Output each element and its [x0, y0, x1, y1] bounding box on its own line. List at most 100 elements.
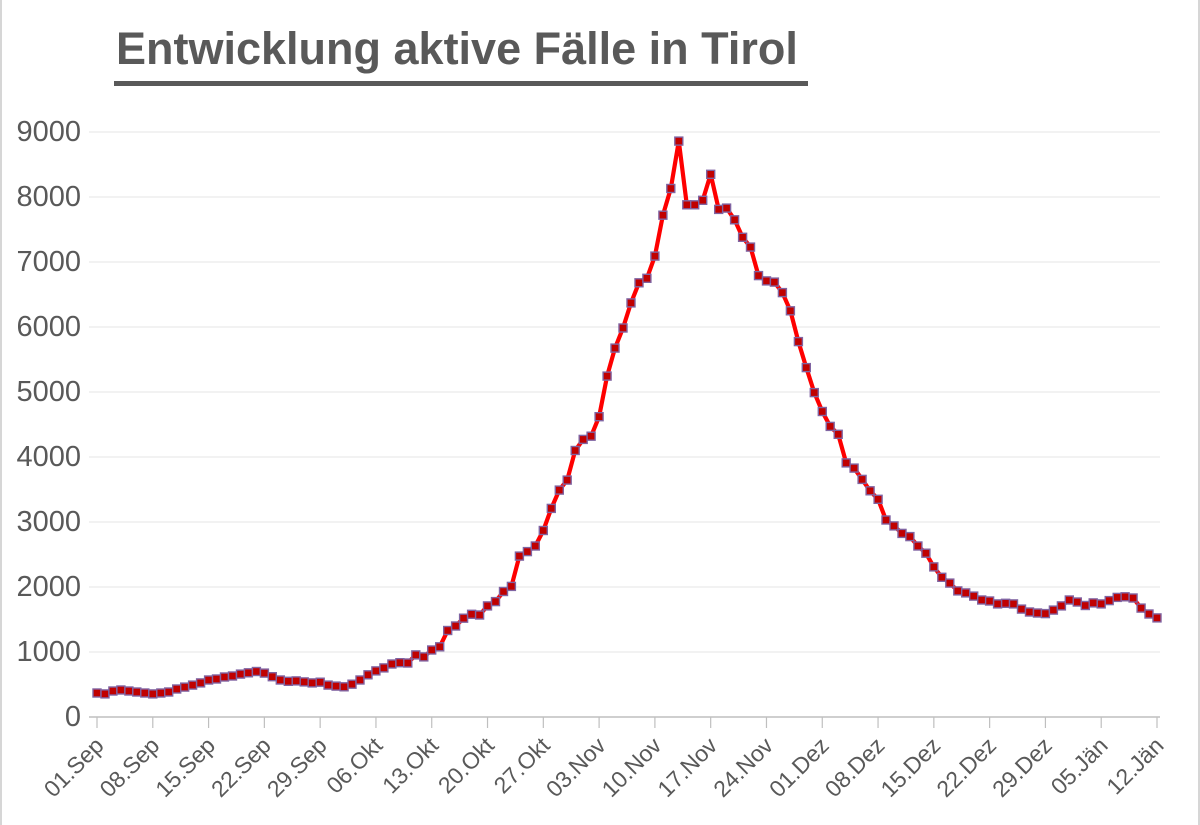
- data-point-marker: [1040, 608, 1051, 619]
- y-axis-label: 7000: [16, 246, 81, 278]
- data-point-marker: [124, 686, 134, 696]
- data-point-marker: [323, 680, 333, 690]
- data-point-marker: [1048, 605, 1059, 615]
- data-point-marker: [347, 679, 357, 689]
- data-point-marker: [554, 485, 564, 495]
- chart-title: Entwicklung aktive Fälle in Tirol: [114, 24, 808, 86]
- data-point-marker: [745, 242, 756, 252]
- data-point-marker: [291, 676, 301, 686]
- data-point-marker: [897, 528, 907, 539]
- data-point-marker: [379, 663, 389, 673]
- data-point-marker: [235, 669, 246, 679]
- data-point-marker: [339, 682, 349, 692]
- data-point-marker: [706, 169, 716, 180]
- data-point-marker: [482, 601, 493, 611]
- data-point-marker: [395, 658, 405, 668]
- data-point-marker: [506, 581, 517, 592]
- data-point-marker: [530, 541, 540, 551]
- data-point-marker: [793, 336, 804, 347]
- x-axis-label: 12.Jän: [1101, 732, 1168, 799]
- data-point-marker: [1072, 597, 1083, 607]
- data-point-marker: [275, 675, 285, 685]
- data-point-marker: [1080, 600, 1091, 611]
- y-axis-label: 0: [65, 701, 81, 733]
- data-point-marker: [634, 278, 644, 288]
- y-axis-label: 8000: [16, 181, 81, 213]
- data-point-marker: [132, 687, 142, 697]
- x-axis-label: 06.Okt: [321, 732, 388, 799]
- data-point-marker: [690, 200, 700, 210]
- y-axis-label: 1000: [16, 636, 81, 668]
- y-axis-label: 2000: [16, 571, 81, 603]
- data-point-marker: [1144, 609, 1154, 619]
- data-point-marker: [1056, 601, 1067, 611]
- data-point-marker: [546, 503, 556, 514]
- x-axis-label: 01.Dez: [764, 732, 834, 802]
- x-axis-label: 15.Dez: [875, 732, 945, 802]
- data-point-marker: [602, 371, 612, 381]
- data-point-marker: [658, 210, 668, 220]
- data-point-marker: [283, 676, 293, 686]
- data-point-marker: [1152, 613, 1162, 623]
- data-point-marker: [100, 689, 110, 699]
- data-point-marker: [801, 362, 811, 373]
- data-point-marker: [243, 668, 254, 678]
- data-point-marker: [371, 666, 381, 676]
- data-point-marker: [1064, 595, 1075, 605]
- data-point-marker: [1016, 604, 1027, 614]
- data-point-marker: [817, 406, 827, 417]
- series-line: [94, 139, 1160, 697]
- x-axis-label: 22.Dez: [931, 732, 1001, 802]
- data-point-marker: [331, 681, 341, 691]
- data-point-marker: [148, 689, 158, 699]
- x-axis-label: 22.Sep: [206, 732, 276, 802]
- data-point-marker: [753, 270, 764, 281]
- data-point-marker: [1088, 598, 1098, 608]
- data-point-marker: [721, 203, 732, 213]
- data-point-marker: [984, 596, 995, 606]
- data-point-marker: [610, 343, 620, 353]
- data-point-marker: [92, 688, 102, 698]
- data-point-marker: [435, 642, 445, 652]
- data-point-marker: [458, 613, 469, 623]
- y-axis-label: 5000: [16, 376, 81, 408]
- data-point-marker: [211, 674, 222, 684]
- data-point-marker: [179, 682, 190, 692]
- data-point-marker: [769, 277, 780, 287]
- data-point-marker: [905, 531, 915, 542]
- data-point-marker: [682, 200, 692, 210]
- data-point-marker: [1008, 599, 1019, 609]
- x-axis-label: 15.Sep: [150, 732, 220, 802]
- x-axis-label: 08.Dez: [820, 732, 890, 802]
- data-point-marker: [1024, 607, 1035, 617]
- data-point-marker: [570, 445, 580, 456]
- data-point-marker: [841, 458, 851, 468]
- data-point-marker: [1128, 593, 1138, 603]
- data-point-marker: [538, 525, 548, 536]
- x-axis-label: 10.Nov: [597, 732, 667, 802]
- data-point-marker: [490, 596, 501, 607]
- data-point-marker: [562, 475, 572, 485]
- data-point-marker: [411, 650, 421, 660]
- data-point-marker: [259, 668, 270, 678]
- data-point-marker: [594, 412, 604, 422]
- data-point-marker: [267, 672, 277, 682]
- data-point-marker: [737, 232, 748, 243]
- data-point-marker: [251, 666, 262, 677]
- data-point-marker: [195, 678, 206, 688]
- data-point-marker: [299, 677, 309, 687]
- data-point-marker: [427, 645, 437, 655]
- data-point-marker: [881, 515, 891, 525]
- data-point-marker: [163, 687, 174, 697]
- data-point-marker: [674, 136, 684, 146]
- data-point-marker: [315, 677, 325, 687]
- data-point-marker: [921, 548, 931, 558]
- data-point-marker: [363, 670, 373, 680]
- data-point-marker: [443, 625, 453, 636]
- data-point-marker: [873, 494, 883, 504]
- data-point-marker: [761, 276, 772, 286]
- y-axis-label: 4000: [16, 441, 81, 473]
- data-point-marker: [833, 429, 843, 439]
- data-point-marker: [714, 204, 724, 215]
- data-point-marker: [498, 586, 509, 597]
